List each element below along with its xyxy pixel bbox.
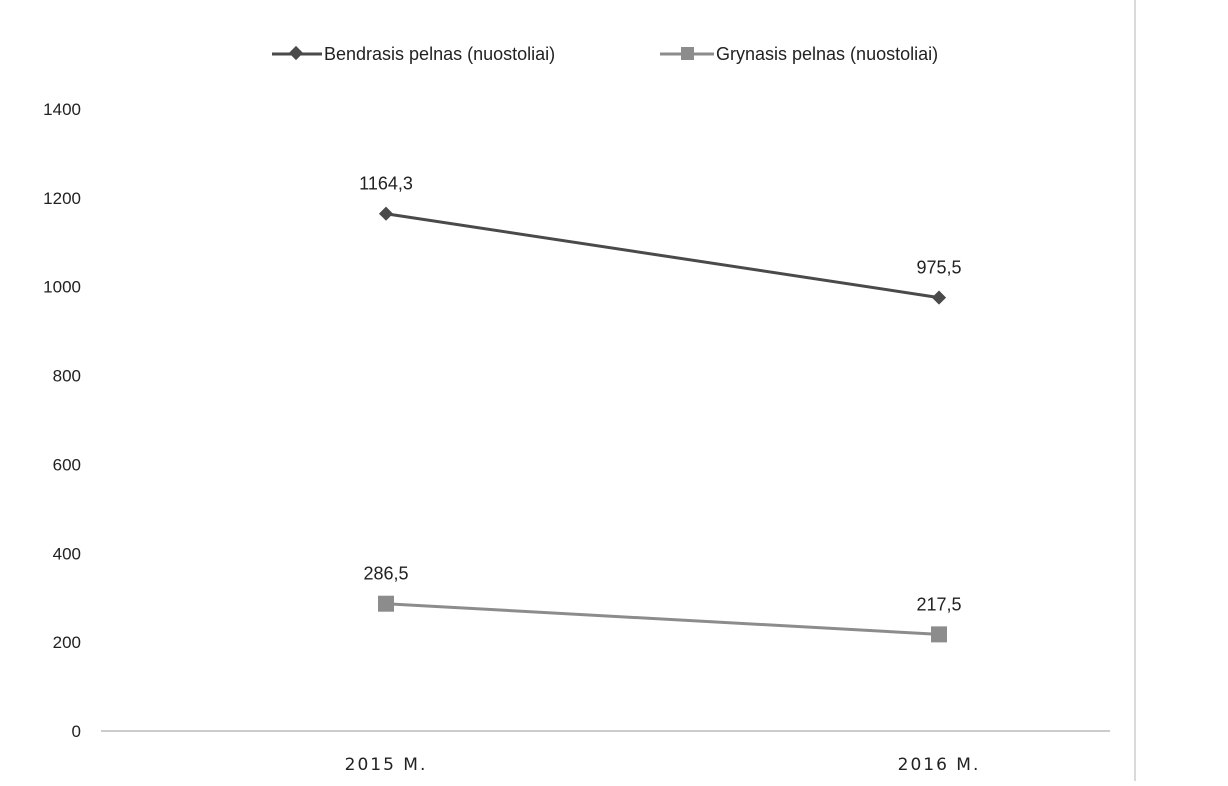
y-axis-ticks: 0 200 400 600 800 1000 1200 1400 [43,100,81,741]
data-point-grynasis [931,626,947,642]
y-tick-label: 0 [72,722,81,741]
data-point-grynasis [378,596,394,612]
y-tick-label: 400 [53,544,81,563]
x-tick-label: 2016 M. [898,755,981,775]
y-tick-label: 800 [53,367,81,386]
y-tick-label: 1000 [43,278,81,297]
data-label-grynasis: 286,5 [363,564,408,584]
series-line-grynasis [386,604,939,635]
legend-item-grynasis: Grynasis pelnas (nuostoliai) [660,44,938,64]
legend-label-bendrasis: Bendrasis pelnas (nuostoliai) [324,44,555,64]
y-tick-label: 1200 [43,189,81,208]
legend-marker-grynasis [681,47,694,60]
data-label-bendrasis: 1164,3 [359,174,413,194]
data-point-bendrasis [932,291,946,305]
x-axis-ticks: 2015 M. 2016 M. [345,755,981,775]
data-point-bendrasis [379,207,393,221]
legend-item-bendrasis: Bendrasis pelnas (nuostoliai) [272,44,555,64]
data-label-bendrasis: 975,5 [916,258,961,278]
legend-label-grynasis: Grynasis pelnas (nuostoliai) [716,44,938,64]
series-line-bendrasis [386,214,939,298]
y-tick-label: 200 [53,633,81,652]
data-label-grynasis: 217,5 [916,594,961,614]
y-tick-label: 600 [53,455,81,474]
series-layer: 1164,3 975,5 286,5 217,5 [359,174,961,643]
legend: Bendrasis pelnas (nuostoliai) Grynasis p… [272,44,938,64]
x-tick-label: 2015 M. [345,755,428,775]
y-tick-label: 1400 [43,100,81,119]
legend-marker-bendrasis [289,46,303,60]
